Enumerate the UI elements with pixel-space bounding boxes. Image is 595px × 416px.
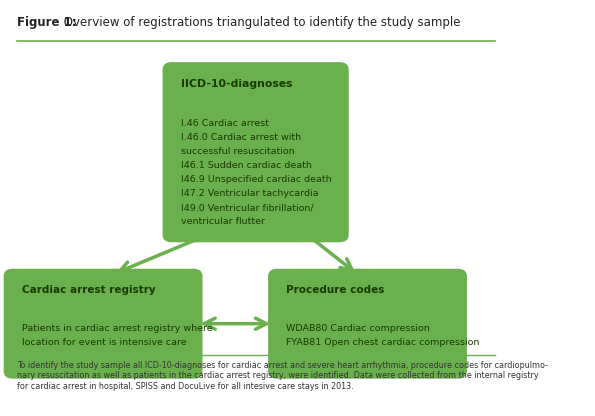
Text: ventricular flutter: ventricular flutter [181, 218, 265, 226]
Text: IICD-10-diagnoses: IICD-10-diagnoses [181, 79, 292, 89]
Text: Procedure codes: Procedure codes [286, 285, 385, 295]
Text: Figure 1:: Figure 1: [17, 16, 76, 29]
Text: Cardiac arrest registry: Cardiac arrest registry [22, 285, 156, 295]
FancyBboxPatch shape [4, 269, 202, 379]
Text: I.46.0 Cardiac arrest with: I.46.0 Cardiac arrest with [181, 133, 301, 142]
Text: WDAB80 Cardiac compression: WDAB80 Cardiac compression [286, 324, 430, 333]
FancyBboxPatch shape [268, 269, 467, 379]
Text: I47.2 Ventricular tachycardia: I47.2 Ventricular tachycardia [181, 189, 318, 198]
Text: FYAB81 Open chest cardiac compression: FYAB81 Open chest cardiac compression [286, 338, 480, 347]
Text: I46.9 Unspecified cardiac death: I46.9 Unspecified cardiac death [181, 175, 331, 184]
Text: Overview of registrations triangulated to identify the study sample: Overview of registrations triangulated t… [60, 16, 461, 29]
Text: I46.1 Sudden cardiac death: I46.1 Sudden cardiac death [181, 161, 312, 170]
FancyBboxPatch shape [162, 62, 349, 242]
Text: location for event is intensive care: location for event is intensive care [22, 338, 187, 347]
Text: I.46 Cardiac arrest: I.46 Cardiac arrest [181, 119, 269, 128]
Text: Patients in cardiac arrest registry where: Patients in cardiac arrest registry wher… [22, 324, 212, 333]
Text: To identify the study sample all ICD-10-diagnoses for cardiac arrest and severe : To identify the study sample all ICD-10-… [17, 361, 547, 391]
Text: successful resuscitation: successful resuscitation [181, 147, 295, 156]
Text: I49.0 Ventricular fibrillation/: I49.0 Ventricular fibrillation/ [181, 203, 314, 212]
